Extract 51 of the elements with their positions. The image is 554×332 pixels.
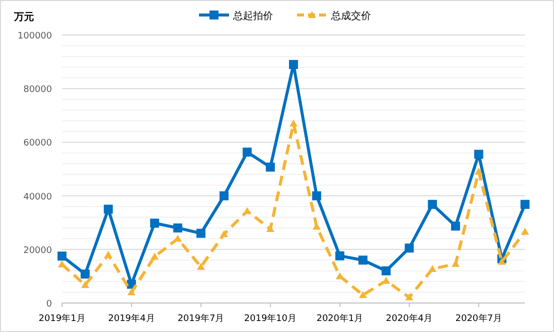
legend: 总成交价: [297, 11, 371, 22]
point: [428, 200, 437, 209]
point: [104, 250, 112, 258]
y-tick-label: 60000: [23, 138, 52, 149]
x-tick-label: 2019年4月: [108, 313, 155, 324]
point: [474, 150, 484, 159]
x-tick-label: 2020年7月: [455, 313, 502, 324]
point: [80, 270, 90, 279]
point: [405, 293, 414, 300]
y-axis-title: 万元: [13, 11, 34, 23]
legend: 总起拍价: [199, 10, 273, 22]
point: [58, 252, 66, 261]
point: [220, 230, 228, 238]
y-tick-label: 80000: [23, 85, 52, 96]
point: [290, 119, 298, 126]
y-tick-label: 40000: [23, 192, 52, 202]
y-tick-label: 0: [46, 300, 52, 310]
point: [58, 260, 66, 268]
point: [404, 244, 414, 253]
point: [81, 281, 90, 288]
point: [196, 262, 205, 270]
point: [104, 204, 113, 214]
x-tick-label: 2019年1月: [38, 313, 86, 324]
x-tick-label: 2020年1月: [316, 313, 364, 324]
point: [451, 222, 460, 231]
point: [358, 256, 368, 265]
point: [312, 191, 322, 200]
point: [266, 162, 275, 172]
x-tick-label: 2020年4月: [386, 313, 433, 324]
point: [150, 218, 160, 228]
point: [521, 228, 529, 235]
legend-label: 总成交价: [330, 10, 371, 22]
point: [242, 148, 252, 157]
y-tick-label: 100000: [18, 32, 52, 42]
point: [474, 168, 483, 175]
point: [173, 223, 182, 232]
point: [220, 191, 229, 200]
point: [498, 258, 506, 265]
point: [127, 288, 136, 296]
point: [196, 228, 206, 238]
point: [150, 252, 159, 260]
point: [358, 290, 367, 298]
point: [428, 264, 436, 272]
point: [520, 200, 530, 209]
y-tick-label: 20000: [23, 246, 52, 256]
point: [382, 266, 391, 276]
point: [335, 251, 344, 260]
point: [289, 60, 298, 69]
legend-label: 总起拍价: [232, 10, 273, 22]
x-tick-label: 2019年10月: [244, 313, 297, 324]
x-tick-label: 2019年7月: [178, 313, 224, 324]
